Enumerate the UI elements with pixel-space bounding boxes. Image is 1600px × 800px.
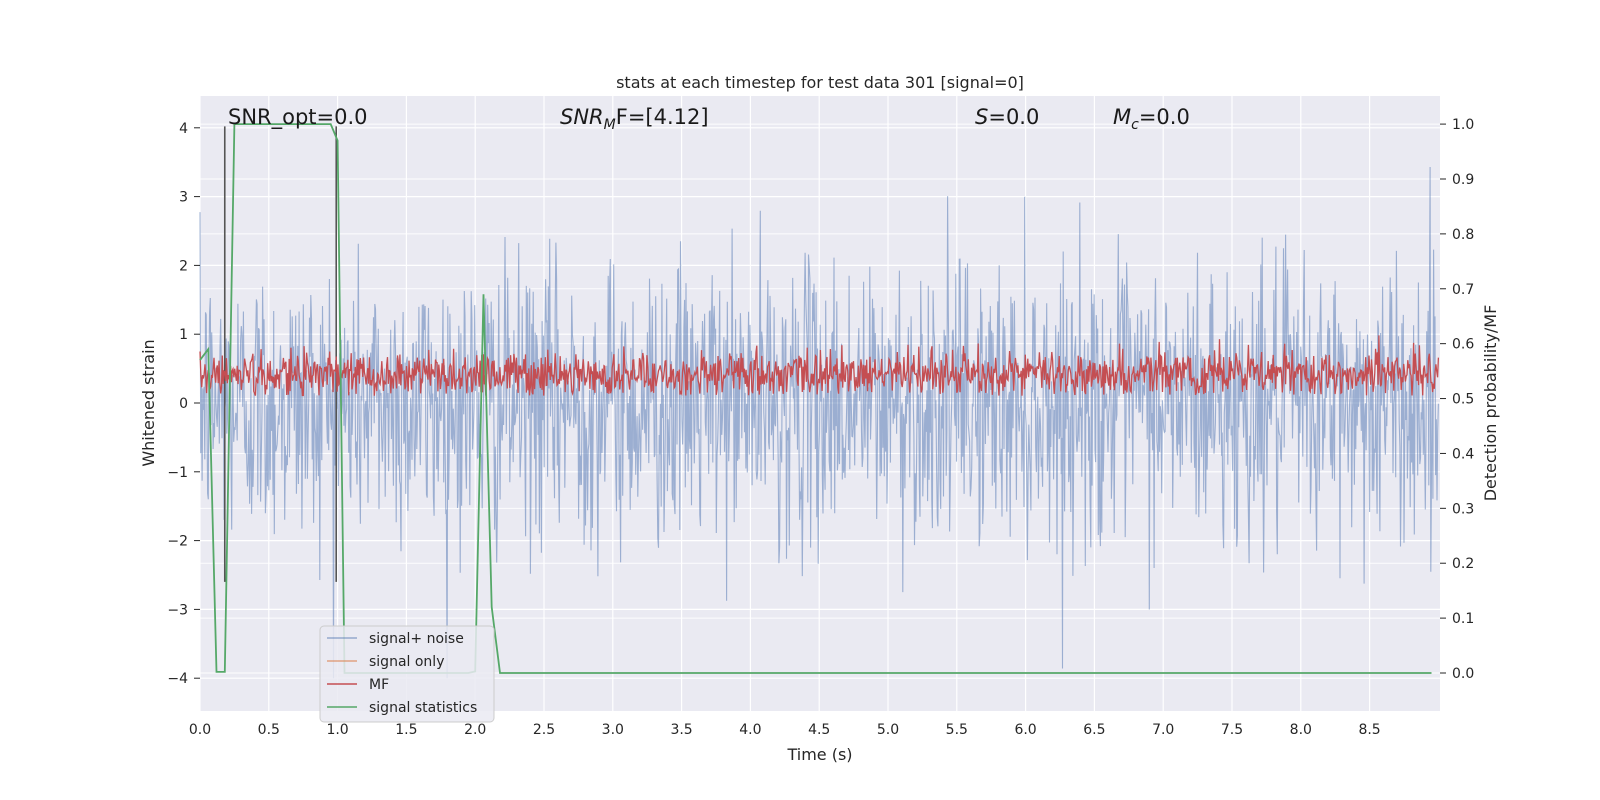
- y-tick-label: −2: [167, 534, 188, 550]
- y2-tick-label: 0.5: [1452, 392, 1474, 408]
- x-tick-label: 8.5: [1358, 722, 1380, 738]
- y2-tick-label: 0.3: [1452, 501, 1474, 517]
- legend: signal+ noise signal only MF signal stat…: [319, 625, 495, 723]
- legend-label-mf: MF: [369, 677, 389, 693]
- mf-line: [199, 335, 1440, 397]
- y-tick-label: −3: [167, 602, 188, 618]
- legend-box: [319, 625, 495, 723]
- legend-item-signal-only: signal only: [327, 654, 444, 670]
- legend-label-signal-only: signal only: [369, 654, 444, 670]
- legend-item-mf: MF: [327, 677, 389, 693]
- x-tick-label: 7.0: [1152, 722, 1174, 738]
- s-rest: =0.0: [988, 105, 1039, 129]
- y2-tick-label: 0.6: [1452, 337, 1474, 353]
- x-tick-label: 1.0: [326, 722, 348, 738]
- x-tick-label: 0.0: [189, 722, 211, 738]
- x-tick-label: 2.0: [464, 722, 486, 738]
- y2-tick-label: 0.2: [1452, 556, 1474, 572]
- y-tick-label: 2: [179, 258, 188, 274]
- chart-title: stats at each timestep for test data 301…: [616, 73, 1024, 92]
- x-tick-label: 1.5: [395, 722, 417, 738]
- x-tick-label: 6.0: [1014, 722, 1036, 738]
- legend-label-signal-statistics: signal statistics: [369, 700, 477, 716]
- legend-item-signal-statistics: signal statistics: [327, 700, 477, 716]
- x-tick-label: 5.5: [946, 722, 968, 738]
- x-tick-label: 2.5: [533, 722, 555, 738]
- vertical-markers: [223, 126, 338, 582]
- y-axis-label: Whitened strain: [139, 339, 158, 466]
- y-tick-label: 0: [179, 396, 188, 412]
- y2-tick-label: 0.1: [1452, 611, 1474, 627]
- y2-tick-label: 0.8: [1452, 227, 1474, 243]
- y-tick-label: 4: [179, 121, 188, 137]
- annotation-s: S=0.0: [975, 105, 1039, 129]
- y-tick-label: 1: [179, 327, 188, 343]
- legend-item-signal-noise: signal+ noise: [327, 631, 464, 647]
- signal-statistics-line: [199, 123, 1432, 674]
- snr-mf-rest: F=[4.12]: [616, 105, 709, 129]
- x-tick-label: 8.0: [1290, 722, 1312, 738]
- y2-tick-label: 0.9: [1452, 172, 1474, 188]
- y-tick-label: 3: [179, 190, 188, 206]
- x-tick-label: 5.0: [877, 722, 899, 738]
- y2-axis-label: Detection probability/MF: [1481, 305, 1500, 502]
- x-tick-label: 4.5: [808, 722, 830, 738]
- legend-label-signal-noise: signal+ noise: [369, 631, 464, 647]
- y2-tick-label: 1.0: [1452, 117, 1474, 133]
- x-tick-label: 6.5: [1083, 722, 1105, 738]
- x-tick-label: 7.5: [1221, 722, 1243, 738]
- signal-statistics-series: [199, 123, 1432, 674]
- y2-tick-label: 0.0: [1452, 666, 1474, 682]
- annotation-snr-opt: SNR_opt=0.0: [228, 105, 368, 130]
- mc-main: M: [1113, 105, 1131, 129]
- x-tick-label: 3.5: [670, 722, 692, 738]
- y-tick-label: −4: [167, 671, 188, 687]
- y-tick-label: −1: [167, 465, 188, 481]
- annotation-snr-mf: SNRMF=[4.12]: [560, 105, 709, 133]
- mc-rest: =0.0: [1139, 105, 1190, 129]
- y2-tick-label: 0.4: [1452, 446, 1474, 462]
- right-axis-ticks: 0.0 0.1 0.2 0.3 0.4 0.5 0.6 0.7 0.8 0.9 1.0: [1440, 117, 1474, 682]
- x-tick-label: 3.0: [602, 722, 624, 738]
- mf-series: [199, 335, 1440, 397]
- x-tick-label: 4.0: [739, 722, 761, 738]
- x-tick-label: 0.5: [258, 722, 280, 738]
- annotation-mc: Mc=0.0: [1113, 105, 1190, 133]
- y2-tick-label: 0.7: [1452, 282, 1474, 298]
- snr-mf-sub: M: [604, 117, 616, 133]
- x-axis-ticks: 0.0 0.5 1.0 1.5 2.0 2.5 3.0 3.5 4.0 4.5 5.0 5.5 6.0 6…: [189, 722, 1381, 738]
- left-axis-ticks: −4 −3 −2 −1 0 1 2 3 4: [167, 121, 200, 687]
- x-axis-label: Time (s): [786, 745, 852, 764]
- s-main: S: [975, 105, 988, 129]
- snr-mf-main: SNR: [560, 105, 604, 129]
- mc-sub: c: [1131, 117, 1139, 133]
